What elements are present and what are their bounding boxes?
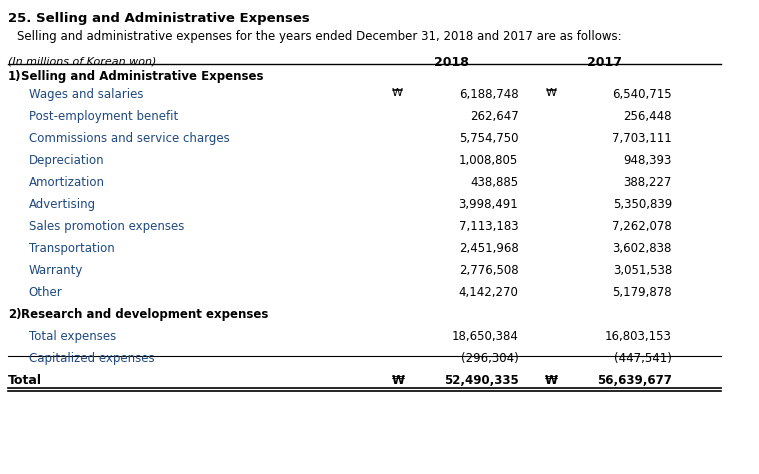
Text: Total: Total	[8, 374, 42, 387]
Text: ₩: ₩	[392, 374, 405, 387]
Text: Commissions and service charges: Commissions and service charges	[29, 132, 229, 145]
Text: 2,451,968: 2,451,968	[458, 242, 518, 255]
Text: 388,227: 388,227	[624, 176, 672, 189]
Text: 256,448: 256,448	[623, 110, 672, 123]
Text: 5,350,839: 5,350,839	[613, 198, 672, 211]
Text: 3,051,538: 3,051,538	[613, 264, 672, 277]
Text: 1,008,805: 1,008,805	[459, 154, 518, 167]
Text: Sales promotion expenses: Sales promotion expenses	[29, 220, 184, 233]
Text: ₩: ₩	[392, 88, 403, 98]
Text: Research and development expenses: Research and development expenses	[21, 308, 269, 321]
Text: ₩: ₩	[545, 88, 556, 98]
Text: 16,803,153: 16,803,153	[605, 330, 672, 343]
Text: 7,262,078: 7,262,078	[613, 220, 672, 233]
Text: Transportation: Transportation	[29, 242, 115, 255]
Text: Other: Other	[29, 286, 62, 299]
Text: Capitalized expenses: Capitalized expenses	[29, 352, 154, 365]
Text: Selling and Administrative Expenses: Selling and Administrative Expenses	[21, 70, 263, 83]
Text: Amortization: Amortization	[29, 176, 105, 189]
Text: Wages and salaries: Wages and salaries	[29, 88, 143, 101]
Text: 52,490,335: 52,490,335	[444, 374, 518, 387]
Text: Warranty: Warranty	[29, 264, 83, 277]
Text: 5,179,878: 5,179,878	[613, 286, 672, 299]
Text: 2018: 2018	[434, 56, 468, 69]
Text: 3,998,491: 3,998,491	[458, 198, 518, 211]
Text: Depreciation: Depreciation	[29, 154, 105, 167]
Text: Total expenses: Total expenses	[29, 330, 116, 343]
Text: (447,541): (447,541)	[614, 352, 672, 365]
Text: 7,113,183: 7,113,183	[458, 220, 518, 233]
Text: Selling and administrative expenses for the years ended December 31, 2018 and 20: Selling and administrative expenses for …	[17, 30, 622, 43]
Text: 6,540,715: 6,540,715	[613, 88, 672, 101]
Text: 3,602,838: 3,602,838	[613, 242, 672, 255]
Text: 18,650,384: 18,650,384	[452, 330, 518, 343]
Text: 56,639,677: 56,639,677	[597, 374, 672, 387]
Text: 25. Selling and Administrative Expenses: 25. Selling and Administrative Expenses	[8, 12, 310, 25]
Text: 5,754,750: 5,754,750	[459, 132, 518, 145]
Text: 948,393: 948,393	[624, 154, 672, 167]
Text: 7,703,111: 7,703,111	[613, 132, 672, 145]
Text: (In millions of Korean won): (In millions of Korean won)	[8, 56, 156, 66]
Text: 1): 1)	[8, 70, 21, 83]
Text: 2,776,508: 2,776,508	[458, 264, 518, 277]
Text: Post-employment benefit: Post-employment benefit	[29, 110, 178, 123]
Text: 2): 2)	[8, 308, 21, 321]
Text: 438,885: 438,885	[471, 176, 518, 189]
Text: 262,647: 262,647	[470, 110, 518, 123]
Text: ₩: ₩	[545, 374, 559, 387]
Text: 2017: 2017	[587, 56, 622, 69]
Text: Advertising: Advertising	[29, 198, 96, 211]
Text: 6,188,748: 6,188,748	[458, 88, 518, 101]
Text: 4,142,270: 4,142,270	[458, 286, 518, 299]
Text: (296,304): (296,304)	[461, 352, 518, 365]
